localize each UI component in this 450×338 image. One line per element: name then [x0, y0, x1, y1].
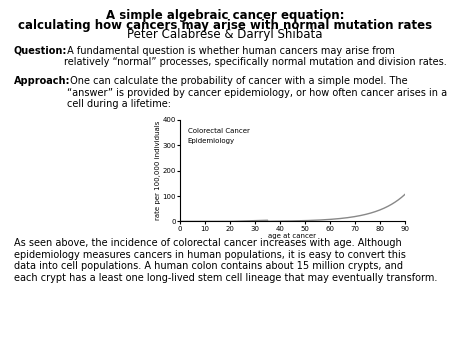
- Y-axis label: rate per 100,000 individuals: rate per 100,000 individuals: [155, 121, 161, 220]
- X-axis label: age at cancer: age at cancer: [269, 233, 316, 239]
- Text: Colorectal Cancer: Colorectal Cancer: [188, 127, 249, 134]
- Text: One can calculate the probability of cancer with a simple model. The
“answer” is: One can calculate the probability of can…: [67, 76, 450, 109]
- Text: calculating how cancers may arise with normal mutation rates: calculating how cancers may arise with n…: [18, 19, 432, 31]
- Text: A fundamental question is whether human cancers may arise from
relatively “norma: A fundamental question is whether human …: [64, 46, 447, 67]
- Text: A simple algebraic cancer equation:: A simple algebraic cancer equation:: [106, 9, 344, 22]
- Text: As seen above, the incidence of colorectal cancer increases with age. Although
e: As seen above, the incidence of colorect…: [14, 238, 437, 283]
- Text: Epidemiology: Epidemiology: [188, 138, 234, 144]
- Text: Question:: Question:: [14, 46, 67, 56]
- Text: Approach:: Approach:: [14, 76, 70, 86]
- Text: Peter Calabrese & Darryl Shibata: Peter Calabrese & Darryl Shibata: [127, 28, 323, 41]
